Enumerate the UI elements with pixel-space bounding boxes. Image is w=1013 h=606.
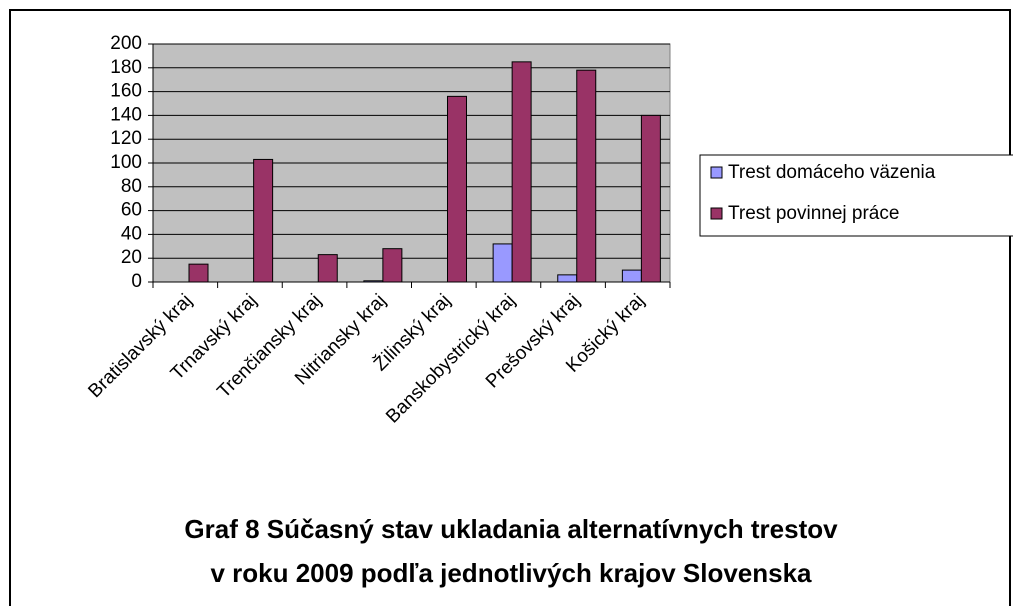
bar [382,248,403,283]
bar [253,158,274,283]
legend [699,154,1013,237]
bar [492,243,513,283]
y-tick-label: 20 [121,247,142,268]
bar [640,114,661,283]
legend-swatch [710,207,723,220]
legend-label: Trest domáceho väzenia [728,162,936,183]
bar [511,61,532,283]
y-tick-label: 160 [110,81,142,102]
y-tick-label: 140 [110,104,142,125]
bar [317,254,338,283]
bar [557,274,578,283]
y-tick-label: 120 [110,128,142,149]
legend-label: Trest povinnej práce [728,203,899,224]
y-tick-label: 100 [110,152,142,173]
bar [576,69,597,283]
y-tick-label: 40 [121,223,142,244]
chart-subtitle: v roku 2009 podľa jednotlivých krajov Sl… [210,558,812,588]
chart-title: Graf 8 Súčasný stav ukladania alternatív… [184,514,838,544]
y-tick-label: 200 [110,33,142,54]
legend-swatch [710,166,723,179]
bar [621,269,642,283]
bar [447,95,467,283]
y-tick-label: 0 [131,271,142,292]
bar [188,263,209,283]
bar [363,280,384,283]
y-tick-label: 180 [110,57,142,78]
y-tick-label: 60 [121,200,142,221]
y-tick-label: 80 [121,176,142,197]
